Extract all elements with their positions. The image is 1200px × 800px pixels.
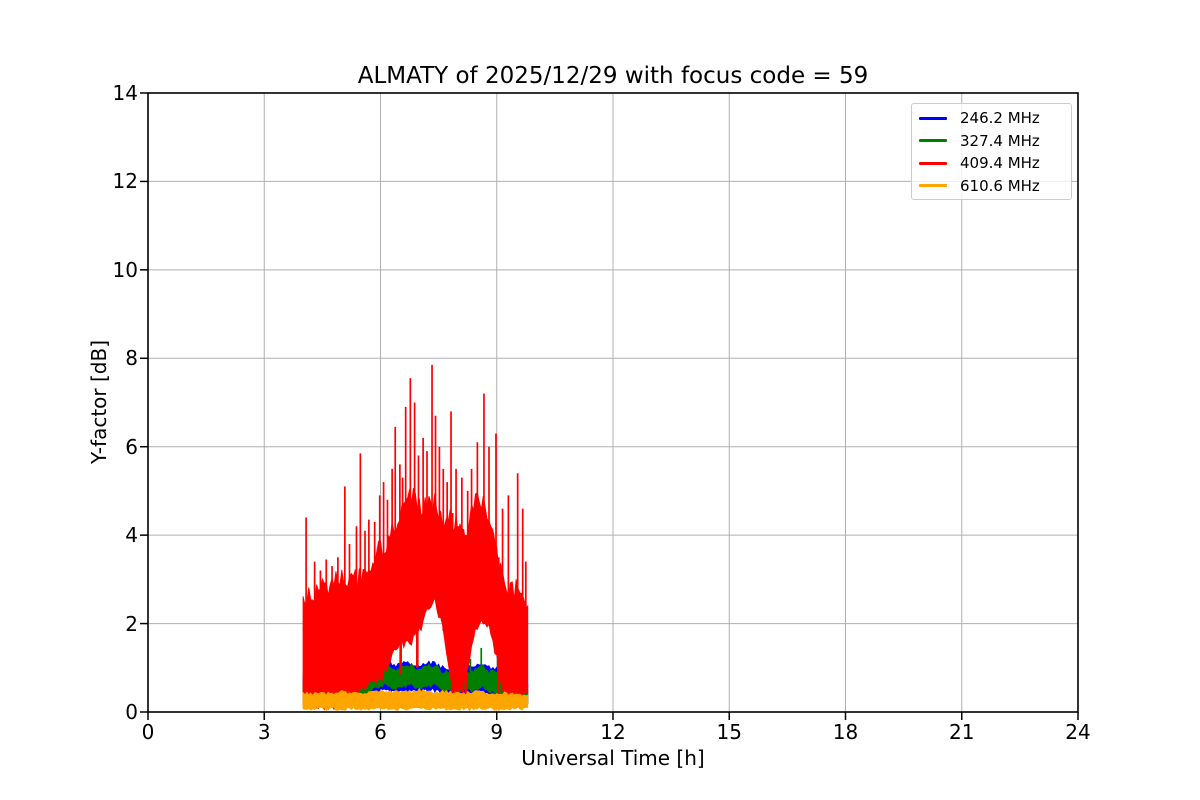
legend: 246.2 MHz 327.4 MHz 409.4 MHz 610.6 MHz — [911, 103, 1072, 200]
x-tick-label: 24 — [1065, 720, 1091, 744]
y-tick-label: 4 — [125, 523, 138, 548]
x-tick-label: 12 — [600, 720, 626, 744]
legend-item: 610.6 MHz — [912, 175, 1071, 198]
legend-label: 409.4 MHz — [960, 154, 1040, 173]
series-409-4-mhz — [302, 364, 529, 711]
x-tick-label: 0 — [141, 720, 155, 744]
legend-color-line — [919, 184, 947, 188]
legend-label: 327.4 MHz — [960, 131, 1040, 150]
y-tick-label: 10 — [112, 257, 138, 282]
y-tick-label: 0 — [125, 700, 138, 724]
series-610-6-mhz — [302, 687, 529, 712]
legend-item: 327.4 MHz — [912, 130, 1071, 153]
x-tick-label: 9 — [490, 720, 504, 744]
x-axis-label: Universal Time [h] — [521, 746, 705, 770]
legend-label: 610.6 MHz — [960, 176, 1040, 195]
x-tick-label: 6 — [374, 720, 387, 744]
y-tick-label: 6 — [125, 434, 138, 459]
legend-color-line — [919, 161, 947, 165]
y-axis-label: Y-factor [dB] — [87, 339, 111, 465]
axes-frame — [140, 92, 1079, 720]
x-tick-label: 3 — [257, 720, 271, 744]
y-tick-label: 2 — [125, 611, 138, 636]
y-tick-label: 12 — [112, 169, 138, 194]
x-tick-label: 18 — [832, 720, 859, 744]
legend-item: 246.2 MHz — [912, 107, 1071, 130]
y-tick-label: 14 — [112, 81, 138, 105]
legend-label: 246.2 MHz — [960, 109, 1040, 128]
x-tick-label: 21 — [949, 720, 975, 744]
legend-color-line — [919, 139, 947, 143]
x-tick-label: 15 — [716, 720, 742, 744]
legend-item: 409.4 MHz — [912, 152, 1071, 175]
legend-color-line — [919, 116, 947, 120]
y-tick-label: 8 — [125, 346, 138, 371]
chart-title: ALMATY of 2025/12/29 with focus code = 5… — [357, 63, 869, 89]
